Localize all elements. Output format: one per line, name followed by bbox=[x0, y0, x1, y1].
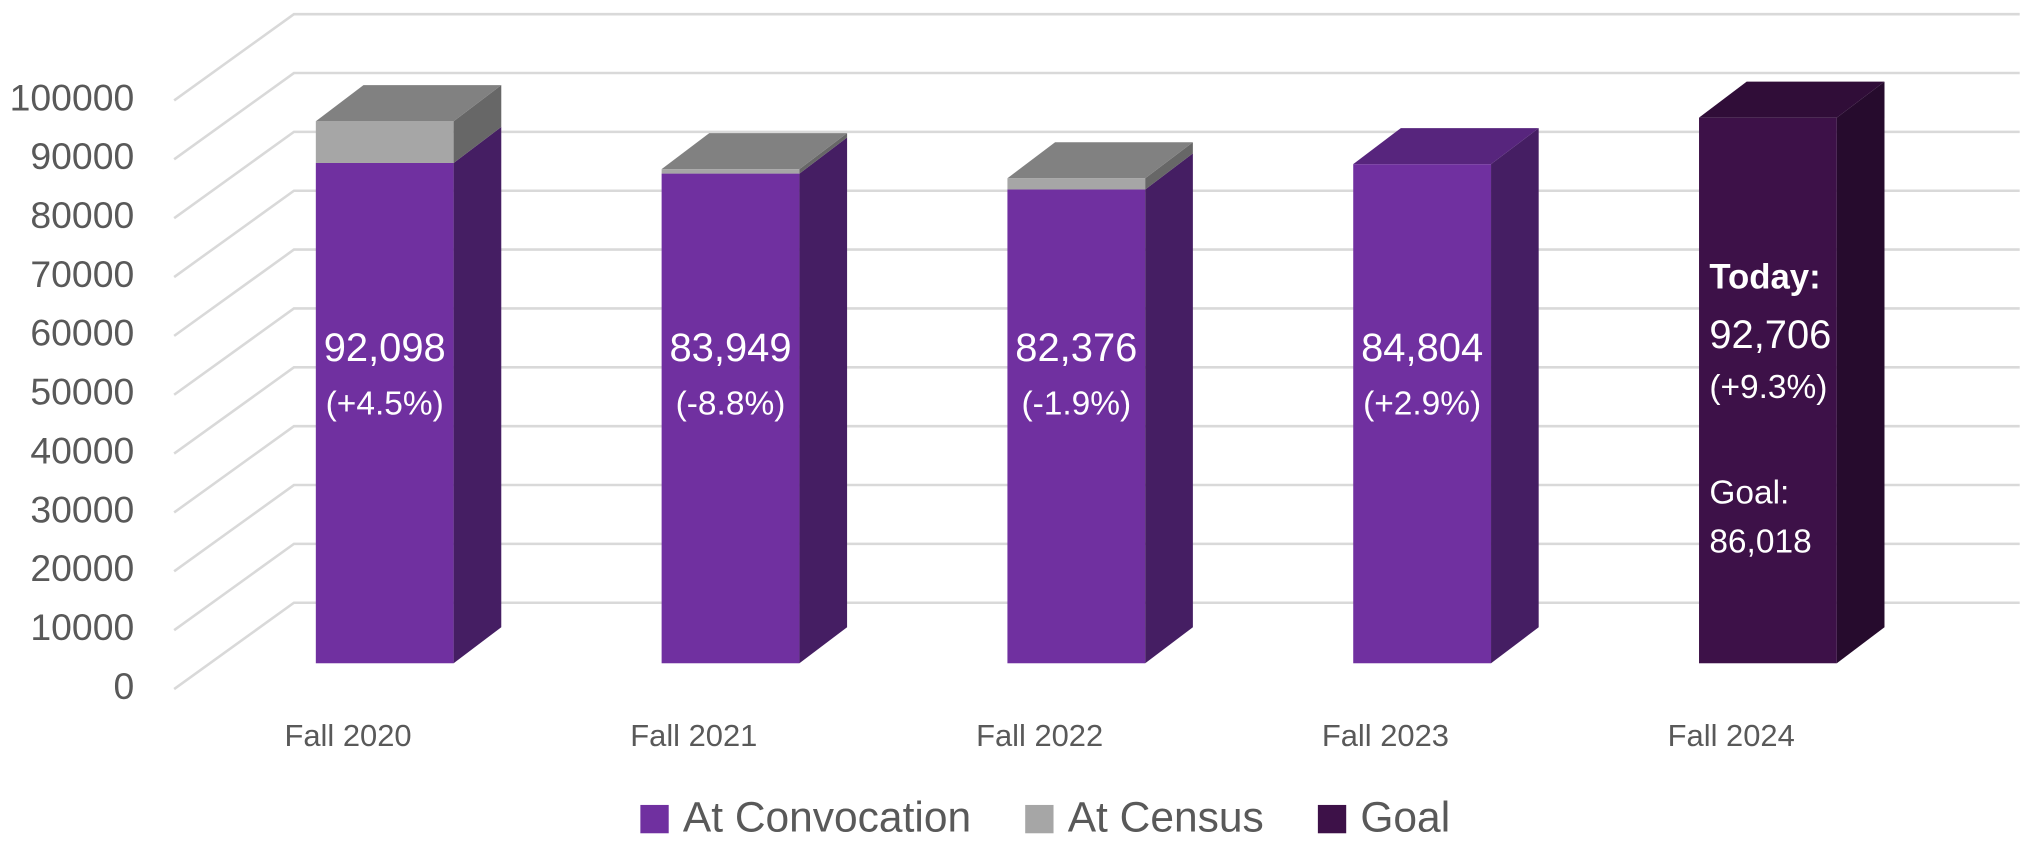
legend-label: At Convocation bbox=[683, 795, 971, 841]
bar-top bbox=[1699, 81, 1885, 118]
bar-side bbox=[453, 85, 502, 163]
bar-top bbox=[315, 85, 502, 122]
data-label: 92,098 bbox=[324, 326, 446, 370]
y-tick-label: 30000 bbox=[30, 488, 134, 530]
bar-front bbox=[1007, 189, 1146, 664]
bar-front bbox=[1007, 178, 1146, 190]
bar-front bbox=[661, 173, 800, 664]
data-label: Today: bbox=[1709, 259, 1820, 297]
bar-side bbox=[799, 133, 848, 174]
bar-top bbox=[661, 133, 848, 170]
y-tick-label: 100000 bbox=[10, 76, 135, 118]
y-tick-label: 10000 bbox=[30, 606, 134, 648]
bar-side bbox=[1491, 128, 1539, 664]
y-tick-label: 90000 bbox=[30, 135, 134, 177]
bar-top bbox=[1353, 128, 1539, 165]
bar-front bbox=[1353, 164, 1492, 664]
data-label: (-8.8%) bbox=[676, 386, 786, 423]
bar-side bbox=[453, 126, 502, 664]
y-tick-label: 50000 bbox=[30, 371, 134, 413]
y-tick-label: 40000 bbox=[30, 429, 134, 471]
data-label: 82,376 bbox=[1015, 326, 1137, 370]
y-tick-label: 20000 bbox=[30, 547, 134, 589]
data-label: (+2.9%) bbox=[1363, 386, 1481, 423]
x-tick-label: Fall 2020 bbox=[284, 718, 411, 753]
data-label: 92,706 bbox=[1709, 313, 1831, 357]
x-tick-label: Fall 2023 bbox=[1322, 718, 1449, 753]
bar-side bbox=[799, 137, 848, 664]
legend-label: Goal bbox=[1360, 795, 1450, 841]
bar-top bbox=[1007, 142, 1193, 179]
y-tick-label: 70000 bbox=[30, 253, 134, 295]
legend-swatch bbox=[1025, 804, 1054, 834]
bar-front bbox=[661, 169, 800, 174]
bar-side bbox=[1145, 142, 1193, 190]
x-tick-label: Fall 2021 bbox=[630, 718, 757, 753]
data-label: Goal: bbox=[1709, 474, 1789, 511]
y-tick-label: 0 bbox=[113, 665, 134, 707]
legend-swatch bbox=[1317, 804, 1347, 834]
grid-line bbox=[173, 12, 2020, 102]
data-label: 84,804 bbox=[1361, 326, 1483, 370]
data-label: 83,949 bbox=[669, 326, 791, 370]
grid-line bbox=[173, 71, 2020, 161]
x-tick-label: Fall 2022 bbox=[976, 718, 1103, 753]
data-label: (+9.3%) bbox=[1709, 369, 1827, 406]
data-label: 86,018 bbox=[1709, 523, 1811, 560]
y-tick-label: 60000 bbox=[30, 312, 134, 354]
bar-side bbox=[1145, 153, 1193, 664]
legend-swatch bbox=[640, 804, 669, 834]
y-tick-label: 80000 bbox=[30, 194, 134, 236]
bar-front bbox=[1699, 117, 1837, 664]
bar-side bbox=[1836, 81, 1885, 664]
bar-front bbox=[315, 162, 454, 664]
data-label: (+4.5%) bbox=[326, 386, 444, 423]
data-label: (-1.9%) bbox=[1021, 386, 1131, 423]
x-tick-label: Fall 2024 bbox=[1668, 718, 1795, 753]
legend-label: At Census bbox=[1068, 795, 1264, 841]
bar-front bbox=[315, 121, 454, 163]
